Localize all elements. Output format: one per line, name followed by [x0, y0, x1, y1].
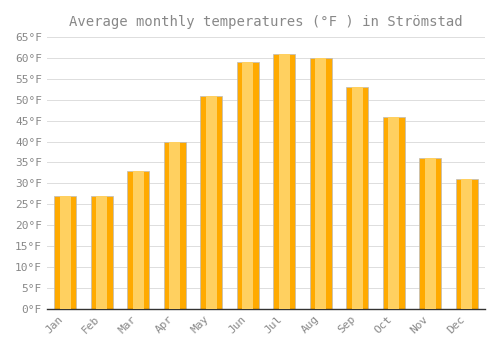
Bar — [420, 158, 441, 309]
Bar — [200, 96, 222, 309]
Bar — [310, 58, 332, 309]
Bar — [169, 142, 180, 309]
Bar — [462, 179, 472, 309]
Bar — [352, 87, 362, 309]
Bar — [90, 196, 112, 309]
Bar — [456, 179, 477, 309]
Bar — [346, 87, 368, 309]
Bar — [132, 171, 143, 309]
Bar — [236, 62, 258, 309]
Title: Average monthly temperatures (°F ) in Strömstad: Average monthly temperatures (°F ) in St… — [69, 15, 462, 29]
Bar — [388, 117, 399, 309]
Bar — [164, 142, 186, 309]
Bar — [206, 96, 216, 309]
Bar — [54, 196, 76, 309]
Bar — [278, 54, 289, 309]
Bar — [273, 54, 295, 309]
Bar — [315, 58, 326, 309]
Bar — [242, 62, 253, 309]
Bar — [425, 158, 436, 309]
Bar — [127, 171, 149, 309]
Bar — [383, 117, 404, 309]
Bar — [96, 196, 107, 309]
Bar — [60, 196, 70, 309]
